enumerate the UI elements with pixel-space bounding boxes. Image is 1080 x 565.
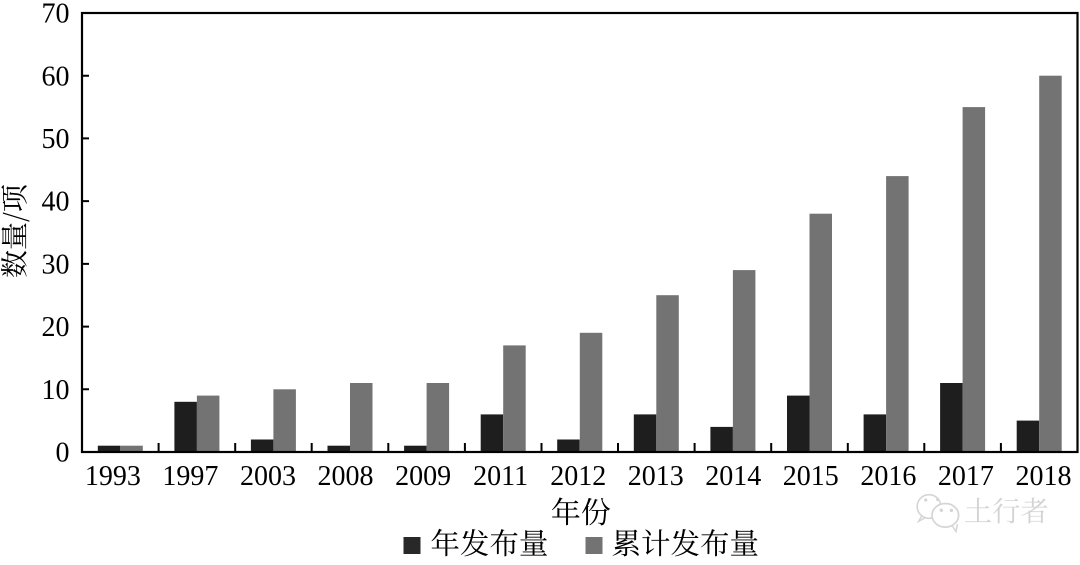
svg-text:2009: 2009	[395, 461, 451, 492]
svg-text:2016: 2016	[860, 461, 916, 492]
svg-text:20: 20	[42, 312, 70, 343]
svg-text:2003: 2003	[240, 461, 296, 492]
svg-text:1993: 1993	[85, 461, 141, 492]
svg-text:1997: 1997	[162, 461, 218, 492]
svg-text:2013: 2013	[628, 461, 684, 492]
svg-text:10: 10	[42, 375, 70, 406]
svg-text:2018: 2018	[1016, 461, 1072, 492]
svg-text:2012: 2012	[550, 461, 606, 492]
svg-text:0: 0	[56, 438, 70, 469]
svg-text:30: 30	[42, 250, 70, 281]
svg-text:50: 50	[42, 124, 70, 155]
svg-text:2011: 2011	[473, 461, 528, 492]
svg-text:40: 40	[42, 187, 70, 218]
svg-text:60: 60	[42, 61, 70, 92]
svg-text:70: 70	[42, 0, 70, 30]
svg-text:2014: 2014	[705, 461, 761, 492]
svg-text:2015: 2015	[783, 461, 839, 492]
svg-text:2008: 2008	[318, 461, 374, 492]
svg-text:2017: 2017	[938, 461, 994, 492]
